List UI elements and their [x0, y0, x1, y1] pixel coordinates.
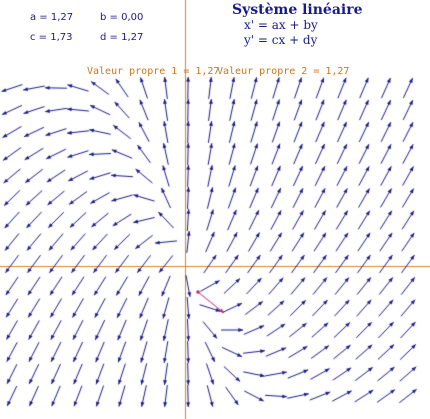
- param-a: a = 1,27: [30, 12, 74, 23]
- system-title: Système linéaire: [232, 2, 363, 18]
- param-c: c = 1,73: [30, 32, 73, 43]
- eigenvalue-1-label: Valeur propre 1 = 1,27: [87, 66, 220, 77]
- param-d: d = 1,27: [100, 32, 144, 43]
- param-b: b = 0,00: [100, 12, 144, 23]
- equation-x: x' = ax + by: [244, 18, 318, 32]
- equation-y: y' = cx + dy: [244, 33, 318, 47]
- eigenvalue-2-label: Valeur propre 2 = 1,27: [217, 66, 350, 77]
